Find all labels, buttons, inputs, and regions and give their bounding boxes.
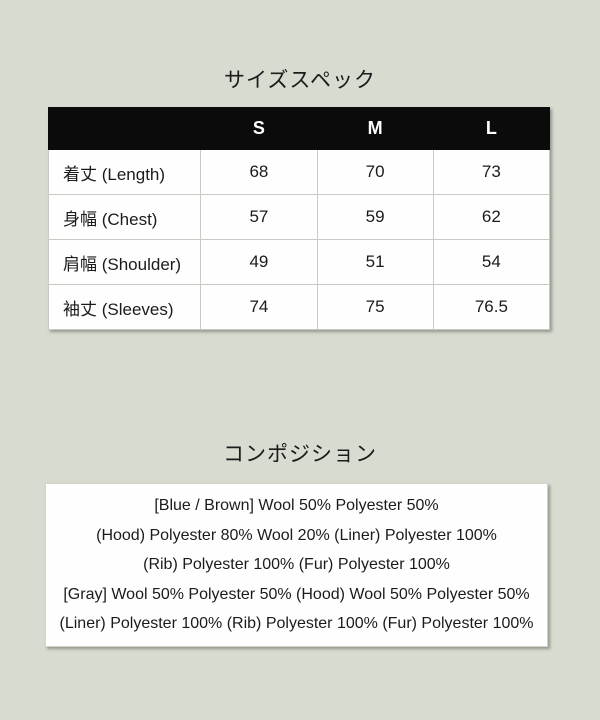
cell-shoulder-m: 51 xyxy=(316,239,434,285)
composition-line-3: (Rib) Polyester 100% (Fur) Polyester 100… xyxy=(143,556,450,574)
cell-chest-m: 59 xyxy=(316,194,434,240)
size-table-header-row: S M L xyxy=(47,107,551,150)
size-column-header-l: L xyxy=(432,107,551,150)
row-label-shoulder: 肩幅 (Shoulder) xyxy=(47,239,202,285)
composition-line-5: (Liner) Polyester 100% (Rib) Polyester 1… xyxy=(59,615,534,633)
row-label-length: 着丈 (Length) xyxy=(47,149,202,195)
size-spec-table: S M L 着丈 (Length) 68 70 73 身幅 (Chest) 57… xyxy=(47,107,551,330)
cell-sleeves-l: 76.5 xyxy=(432,284,551,330)
row-label-chest: 身幅 (Chest) xyxy=(47,194,202,240)
cell-length-m: 70 xyxy=(316,149,434,195)
row-label-sleeves: 袖丈 (Sleeves) xyxy=(47,284,202,330)
cell-length-s: 68 xyxy=(200,149,318,195)
composition-line-1: [Blue / Brown] Wool 50% Polyester 50% xyxy=(154,497,439,515)
composition-title: コンポジション xyxy=(223,443,377,466)
composition-box: [Blue / Brown] Wool 50% Polyester 50% (H… xyxy=(45,483,548,647)
cell-sleeves-m: 75 xyxy=(316,284,434,330)
table-row-shoulder: 肩幅 (Shoulder) 49 51 54 xyxy=(47,239,551,285)
size-spec-title: サイズスペック xyxy=(224,69,376,92)
composition-line-2: (Hood) Polyester 80% Wool 20% (Liner) Po… xyxy=(96,526,497,544)
table-row-chest: 身幅 (Chest) 57 59 62 xyxy=(47,194,551,240)
cell-chest-s: 57 xyxy=(200,194,318,240)
cell-length-l: 73 xyxy=(432,149,551,195)
cell-shoulder-s: 49 xyxy=(200,239,318,285)
composition-line-4: [Gray] Wool 50% Polyester 50% (Hood) Woo… xyxy=(63,585,530,603)
table-row-length: 着丈 (Length) 68 70 73 xyxy=(47,149,551,195)
cell-chest-l: 62 xyxy=(432,194,551,240)
size-column-header-s: S xyxy=(200,107,318,150)
cell-sleeves-s: 74 xyxy=(200,284,318,330)
cell-shoulder-l: 54 xyxy=(432,239,551,285)
size-column-header-m: M xyxy=(316,107,434,150)
size-table-corner-cell xyxy=(47,107,202,150)
table-row-sleeves: 袖丈 (Sleeves) 74 75 76.5 xyxy=(47,284,551,330)
